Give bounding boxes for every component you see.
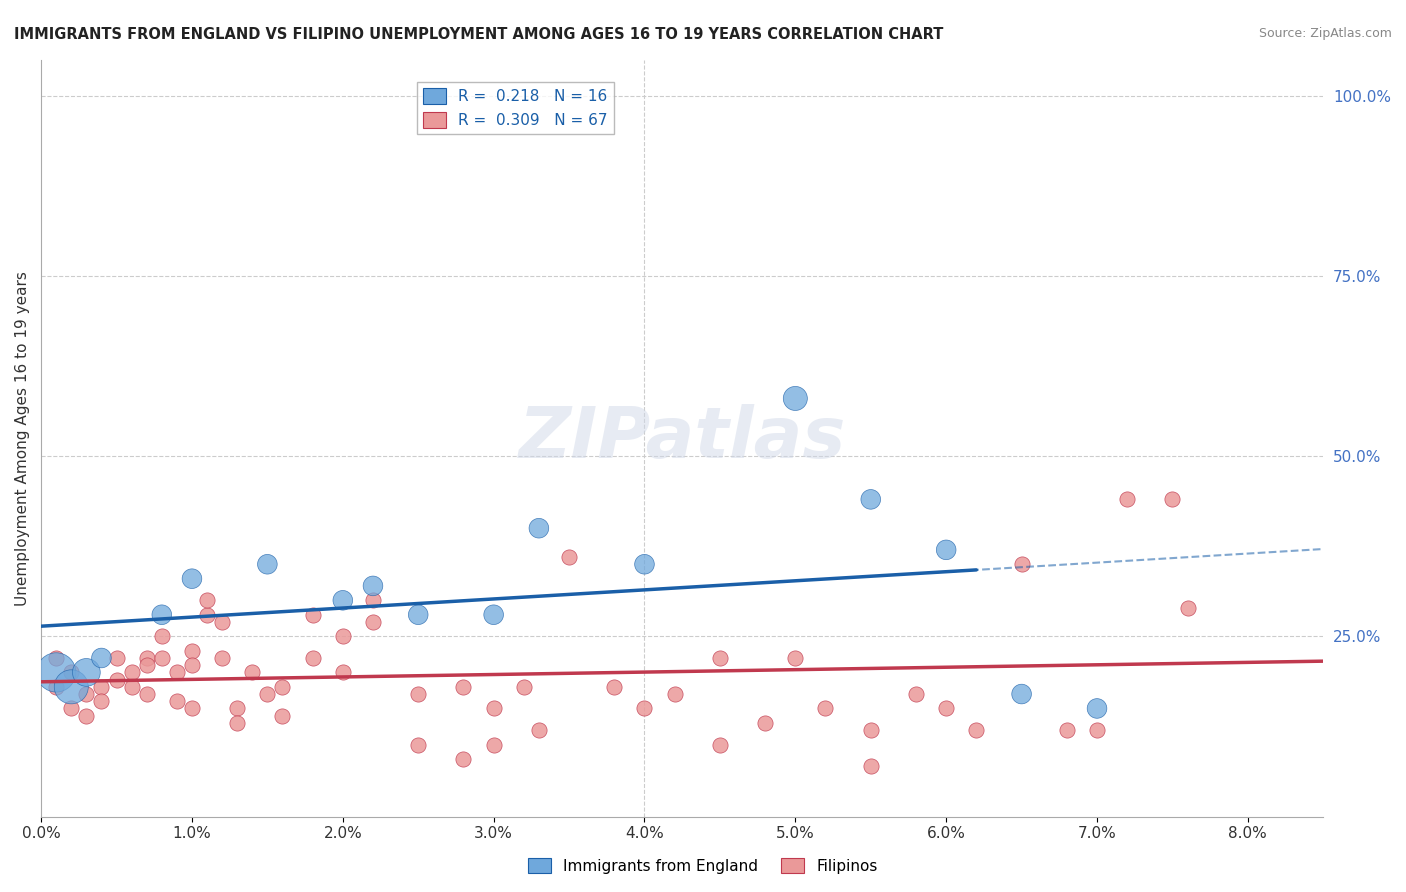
Point: [60, 665, 83, 680]
Point: [211, 615, 233, 629]
Point: [1056, 723, 1078, 737]
Point: [814, 701, 837, 715]
Point: [859, 723, 882, 737]
Point: [1085, 723, 1108, 737]
Point: [166, 694, 188, 708]
Text: ZIPatlas: ZIPatlas: [519, 403, 846, 473]
Point: [406, 607, 429, 622]
Point: [301, 651, 323, 665]
Point: [135, 687, 157, 701]
Point: [361, 593, 384, 607]
Point: [45, 665, 67, 680]
Point: [785, 651, 807, 665]
Point: [60, 701, 83, 715]
Point: [709, 651, 731, 665]
Point: [1011, 687, 1033, 701]
Point: [406, 738, 429, 752]
Point: [75, 687, 97, 701]
Point: [513, 680, 536, 694]
Point: [1161, 492, 1184, 507]
Point: [271, 680, 294, 694]
Point: [527, 723, 550, 737]
Point: [226, 715, 249, 730]
Point: [1177, 600, 1199, 615]
Point: [181, 644, 204, 658]
Point: [150, 607, 173, 622]
Point: [527, 521, 550, 535]
Point: [965, 723, 987, 737]
Point: [90, 680, 112, 694]
Point: [709, 738, 731, 752]
Point: [45, 680, 67, 694]
Point: [453, 680, 475, 694]
Point: [935, 701, 957, 715]
Point: [361, 579, 384, 593]
Point: [453, 752, 475, 766]
Point: [332, 665, 354, 680]
Point: [75, 708, 97, 723]
Point: [121, 665, 143, 680]
Y-axis label: Unemployment Among Ages 16 to 19 years: Unemployment Among Ages 16 to 19 years: [15, 270, 30, 606]
Legend: R =  0.218   N = 16, R =  0.309   N = 67: R = 0.218 N = 16, R = 0.309 N = 67: [418, 82, 614, 134]
Text: Source: ZipAtlas.com: Source: ZipAtlas.com: [1258, 27, 1392, 40]
Point: [406, 687, 429, 701]
Point: [195, 607, 218, 622]
Point: [150, 629, 173, 643]
Point: [211, 651, 233, 665]
Point: [271, 708, 294, 723]
Point: [45, 651, 67, 665]
Point: [754, 715, 776, 730]
Point: [181, 658, 204, 673]
Point: [935, 542, 957, 557]
Point: [181, 701, 204, 715]
Point: [105, 673, 128, 687]
Point: [633, 701, 655, 715]
Point: [332, 593, 354, 607]
Text: IMMIGRANTS FROM ENGLAND VS FILIPINO UNEMPLOYMENT AMONG AGES 16 TO 19 YEARS CORRE: IMMIGRANTS FROM ENGLAND VS FILIPINO UNEM…: [14, 27, 943, 42]
Point: [558, 550, 581, 565]
Point: [1116, 492, 1139, 507]
Point: [301, 607, 323, 622]
Point: [150, 651, 173, 665]
Point: [60, 680, 83, 694]
Point: [166, 665, 188, 680]
Point: [1011, 558, 1033, 572]
Point: [105, 651, 128, 665]
Point: [90, 694, 112, 708]
Point: [482, 738, 505, 752]
Point: [75, 665, 97, 680]
Point: [90, 651, 112, 665]
Point: [240, 665, 263, 680]
Point: [482, 701, 505, 715]
Point: [226, 701, 249, 715]
Point: [859, 759, 882, 773]
Point: [195, 593, 218, 607]
Point: [633, 558, 655, 572]
Legend: Immigrants from England, Filipinos: Immigrants from England, Filipinos: [522, 852, 884, 880]
Point: [361, 615, 384, 629]
Point: [256, 687, 278, 701]
Point: [785, 392, 807, 406]
Point: [135, 658, 157, 673]
Point: [256, 558, 278, 572]
Point: [603, 680, 626, 694]
Point: [181, 572, 204, 586]
Point: [904, 687, 927, 701]
Point: [482, 607, 505, 622]
Point: [332, 629, 354, 643]
Point: [121, 680, 143, 694]
Point: [859, 492, 882, 507]
Point: [135, 651, 157, 665]
Point: [1085, 701, 1108, 715]
Point: [664, 687, 686, 701]
